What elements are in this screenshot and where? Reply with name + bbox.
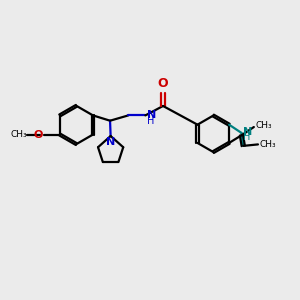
Text: CH₃: CH₃ xyxy=(10,130,27,139)
Text: CH₃: CH₃ xyxy=(255,122,272,130)
Text: H: H xyxy=(243,132,250,142)
Text: O: O xyxy=(33,130,42,140)
Text: N: N xyxy=(147,110,156,120)
Text: N: N xyxy=(243,127,252,137)
Text: O: O xyxy=(158,77,168,90)
Text: CH₃: CH₃ xyxy=(259,140,276,149)
Text: N: N xyxy=(106,137,115,147)
Text: H: H xyxy=(147,116,154,126)
